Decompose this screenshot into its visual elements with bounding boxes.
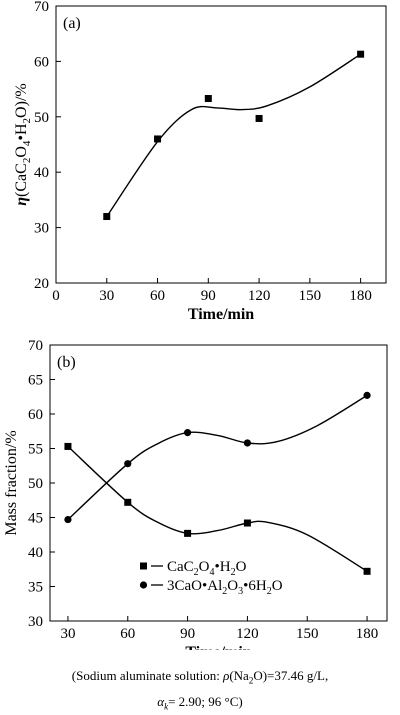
legend-label-1: CaC2O4•H2O [167,559,247,578]
b-y-tick-label: 55 [28,442,43,458]
a-y-tick-label: 40 [34,165,49,181]
b-y-tick-label: 70 [28,338,43,354]
a-x-tick-label: 180 [349,288,372,304]
b-y-tick-label: 60 [28,407,43,423]
legend-marker-2 [139,581,148,589]
b-x-axis-label: Time/min [185,644,251,650]
b-series-2-point [243,439,252,447]
b-x-tick-label: 90 [180,626,195,642]
b-x-tick-label: 180 [356,626,379,642]
b-y-axis-label: Mass fraction/% [3,430,20,535]
b-y-tick-label: 30 [28,614,43,630]
a-y-tick-label: 30 [34,221,49,237]
caption-line-2: αk= 2.90; 96 °C) [157,694,243,712]
b-series-1-point [124,498,132,506]
b-series-line-1 [67,445,368,572]
b-series-2-point [124,460,132,468]
a-y-tick-label: 70 [34,0,49,15]
a-x-tick-label: 60 [150,288,165,304]
a-x-tick-label: 120 [248,288,271,304]
a-data-point [154,135,162,143]
a-x-tick-label: 150 [299,288,322,304]
b-x-tick-label: 120 [236,626,259,642]
b-series-2-point [363,391,371,399]
b-y-tick-label: 40 [28,545,43,561]
b-series-1-point [363,567,371,575]
b-series-1-point [184,529,192,537]
a-y-tick-label: 50 [34,110,49,126]
a-panel-label: (a) [63,15,81,32]
a-x-tick-label: 90 [201,288,216,304]
legend-marker-1 [140,562,147,570]
b-panel-label: (b) [57,354,76,371]
panel-b: 30 60 90 120 150 180 30 35 40 45 50 55 60 65 70 Time/mi… [3,338,388,650]
b-y-tick-label: 45 [28,511,43,527]
a-y-axis-label: η(CaC2O4•H2O)/% [13,83,33,205]
a-x-tick-label: 0 [52,288,60,304]
b-series-2-point [64,515,72,524]
a-data-point [255,114,263,122]
a-data-point [204,95,212,103]
a-plot-frame [55,5,387,284]
a-data-point [357,50,365,58]
a-y-tick-label: 20 [34,276,49,292]
caption-line-1: (Sodium aluminate solution: ρ(Na2O)=37.4… [71,668,329,686]
b-x-tick-label: 30 [60,626,75,642]
figure: 0 30 60 90 120 150 180 20 30 40 50 60 70 Time/min (a) η… [3,0,388,650]
a-fit-curve [106,53,361,217]
b-series-2-point [183,429,192,437]
b-series-line-2 [67,394,368,521]
panel-a: 0 30 60 90 120 150 180 20 30 40 50 60 70 Time/min (a) η… [13,0,387,323]
b-series-1-point [64,442,72,450]
a-x-axis-label: Time/min [188,306,254,323]
b-y-tick-label: 65 [28,373,43,389]
b-x-tick-label: 150 [296,626,319,642]
b-y-tick-label: 50 [28,476,43,492]
a-data-point [103,213,111,221]
b-y-tick-label: 35 [28,580,43,596]
a-x-tick-label: 30 [99,288,114,304]
legend-label-2: 3CaO•Al2O3•6H2O [167,578,283,597]
b-x-tick-label: 60 [120,626,135,642]
b-series-1-point [243,519,251,527]
a-y-tick-label: 60 [34,54,49,70]
